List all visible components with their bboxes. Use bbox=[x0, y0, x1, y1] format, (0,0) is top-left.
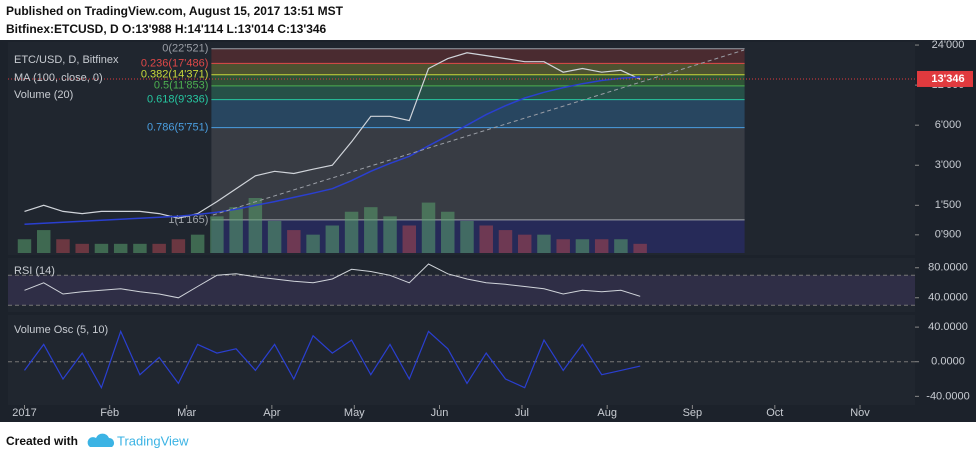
x-tick-label: Sep bbox=[683, 407, 703, 419]
rsi-pane bbox=[8, 258, 915, 312]
volume-bar bbox=[594, 239, 609, 253]
y-tick-label: 3'000 bbox=[935, 159, 962, 171]
volume-bar bbox=[383, 216, 397, 253]
y-tick-label: 24'000 bbox=[932, 39, 965, 51]
volume-bar bbox=[614, 239, 628, 253]
volume-bar bbox=[575, 239, 590, 253]
y-tick-label: 40.0000 bbox=[928, 292, 968, 304]
volume-bar bbox=[17, 239, 32, 253]
volume-bar bbox=[556, 239, 570, 253]
x-tick-label: Feb bbox=[100, 407, 119, 419]
osc-pane bbox=[8, 315, 915, 405]
y-tick-label: 6'000 bbox=[935, 119, 962, 131]
volume-bar bbox=[479, 225, 493, 253]
volume-bar bbox=[421, 202, 436, 253]
x-tick-label: Nov bbox=[850, 407, 870, 419]
x-tick-label: Mar bbox=[177, 407, 196, 419]
legend-rsi: RSI (14) bbox=[14, 265, 55, 277]
fib-band bbox=[211, 63, 745, 75]
osc-line bbox=[24, 329, 641, 390]
last-price-box bbox=[917, 70, 973, 87]
fib-label: 0.5(11'853) bbox=[154, 80, 209, 92]
fib-band bbox=[211, 85, 745, 100]
volume-bar bbox=[56, 239, 70, 253]
y-tick-label: 40.0000 bbox=[928, 321, 968, 333]
y-tick-label: 0'900 bbox=[935, 229, 962, 241]
ma-line bbox=[24, 76, 641, 226]
volume-bar bbox=[325, 225, 340, 253]
volume-bar bbox=[267, 220, 282, 253]
fib-label: 0.786(5'751) bbox=[147, 122, 208, 134]
volume-bar bbox=[171, 239, 186, 253]
fib-label: 0.382(14'371) bbox=[141, 69, 209, 81]
volume-bar bbox=[441, 211, 455, 253]
fib-label: 0.236(17'486) bbox=[141, 57, 209, 69]
logo bbox=[87, 433, 115, 447]
legend-title: ETC/USD, D, Bitfinex bbox=[14, 54, 119, 66]
legend-osc: Volume Osc (5, 10) bbox=[14, 324, 108, 336]
header-line: Bitfinex:ETCUSD, D O:13'988 H:14'114 L:1… bbox=[6, 22, 327, 36]
x-tick-label: Apr bbox=[263, 407, 280, 419]
volume-bar bbox=[113, 243, 128, 253]
x-tick-label: May bbox=[344, 407, 365, 419]
y-tick-label: 80.0000 bbox=[928, 262, 968, 274]
x-tick-label: Aug bbox=[597, 407, 617, 419]
x-tick-label: Jul bbox=[515, 407, 529, 419]
footer-text: Created with bbox=[6, 434, 78, 448]
volume-bar bbox=[287, 230, 301, 253]
rsi-band bbox=[8, 275, 915, 306]
x-tick-label: Jun bbox=[431, 407, 449, 419]
volume-bar bbox=[633, 243, 647, 253]
last-price-label: 13'346 bbox=[931, 73, 964, 85]
fib-label: 0(22'521) bbox=[162, 43, 208, 55]
volume-bar bbox=[402, 225, 417, 253]
volume-bar bbox=[133, 243, 147, 253]
rsi-line bbox=[24, 263, 641, 299]
fib-label: 0.618(9'336) bbox=[147, 94, 208, 106]
x-tick-label: Oct bbox=[766, 407, 783, 419]
volume-bar bbox=[248, 198, 263, 253]
volume-bar bbox=[152, 243, 166, 253]
y-tick-label: 1'500 bbox=[935, 199, 962, 211]
volume-bar bbox=[190, 234, 205, 253]
volume-bar bbox=[517, 234, 532, 253]
trend-line bbox=[212, 49, 745, 216]
y-tick-label: 0.0000 bbox=[931, 356, 965, 368]
volume-bar bbox=[460, 220, 474, 253]
volume-bar bbox=[229, 207, 243, 253]
volume-bar bbox=[364, 207, 378, 253]
footer-brand: TradingView bbox=[117, 433, 189, 448]
fib-band bbox=[211, 74, 745, 86]
volume-bar bbox=[75, 243, 89, 253]
fib-band bbox=[211, 127, 745, 220]
legend-volume: Volume (20) bbox=[14, 89, 73, 101]
price-line bbox=[24, 52, 641, 219]
y-tick-label: -40.0000 bbox=[926, 390, 969, 402]
volume-bar bbox=[210, 216, 224, 253]
header-line: Published on TradingView.com, August 15,… bbox=[6, 4, 344, 18]
volume-bar bbox=[94, 243, 109, 253]
x-tick-label: 2017 bbox=[12, 407, 36, 419]
fib-band bbox=[211, 48, 745, 64]
volume-bar bbox=[36, 230, 51, 253]
volume-bar bbox=[306, 234, 320, 253]
volume-bar bbox=[344, 211, 359, 253]
volume-bar bbox=[498, 230, 513, 253]
volume-bar bbox=[537, 234, 551, 253]
legend-ma: MA (100, close, 0) bbox=[14, 72, 103, 84]
fib-band bbox=[211, 99, 745, 128]
